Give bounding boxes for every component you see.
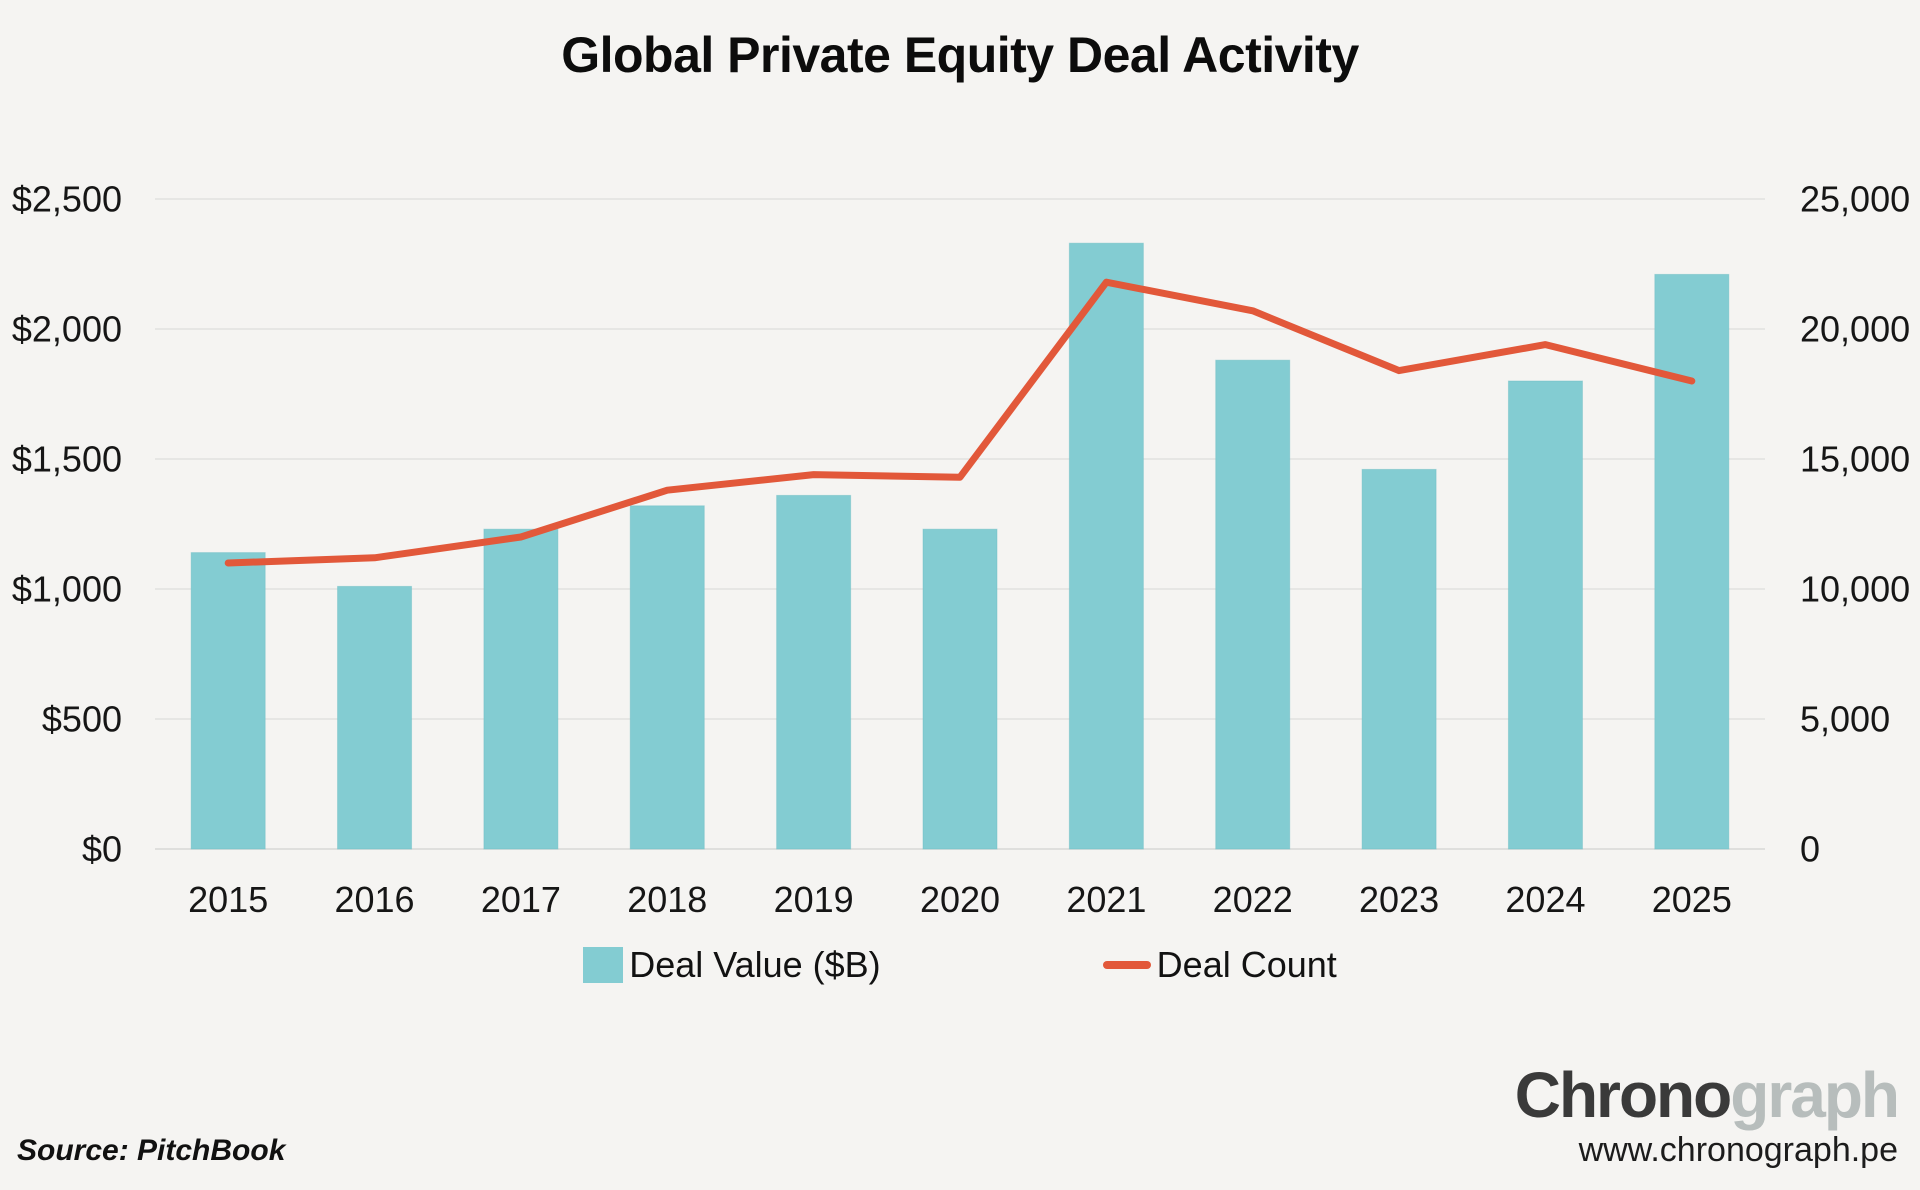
left-axis-tick: $2,000	[12, 309, 122, 350]
year-label-2021: 2021	[1066, 879, 1146, 920]
right-axis-tick: 0	[1800, 829, 1820, 870]
bar-2021	[1068, 242, 1144, 850]
source-note: Source: PitchBook	[17, 1134, 286, 1167]
bar-2017	[483, 528, 559, 850]
deal-value-swatch-icon	[583, 947, 624, 983]
right-axis-tick: 25,000	[1800, 179, 1910, 220]
bar-2018	[629, 505, 705, 850]
left-axis-tick: $2,500	[12, 179, 122, 220]
year-label-2015: 2015	[188, 879, 268, 920]
year-label-2020: 2020	[920, 879, 1000, 920]
chart-legend: Deal Value ($B) Deal Count	[0, 944, 1920, 986]
bar-2020	[922, 528, 998, 850]
left-axis-tick: $500	[42, 699, 122, 740]
chronograph-wordmark: Chronograph	[1514, 1058, 1900, 1131]
logo-text-chrono: Chrono	[1514, 1058, 1732, 1131]
legend-item-deal-count: Deal Count	[1102, 944, 1337, 986]
bar-2015	[190, 552, 266, 850]
chronograph-logo: Chronograph www.chronograph.pe	[1514, 1058, 1900, 1170]
year-label-2016: 2016	[334, 879, 414, 920]
left-axis-tick: $0	[82, 829, 122, 870]
bar-2025	[1654, 273, 1730, 850]
bar-2022	[1215, 359, 1291, 850]
year-label-2019: 2019	[774, 879, 854, 920]
logo-url: www.chronograph.pe	[1578, 1131, 1898, 1169]
bar-2016	[337, 585, 413, 850]
bar-2019	[776, 494, 852, 850]
right-axis-tick: 15,000	[1800, 439, 1910, 480]
deal-count-legend-label: Deal Count	[1156, 944, 1337, 985]
year-label-2023: 2023	[1359, 879, 1439, 920]
right-axis-tick: 20,000	[1800, 309, 1910, 350]
deal-count-line-icon	[1102, 961, 1151, 969]
deal-count-line	[224, 278, 1696, 567]
bar-2024	[1507, 380, 1583, 850]
year-label-2018: 2018	[627, 879, 707, 920]
right-axis-tick: 10,000	[1800, 569, 1910, 610]
bar-2023	[1361, 468, 1437, 850]
year-label-2025: 2025	[1652, 879, 1732, 920]
year-label-2024: 2024	[1505, 879, 1585, 920]
right-axis-tick: 5,000	[1800, 699, 1890, 740]
logo-text-graph: graph	[1730, 1058, 1900, 1131]
chart-title: Global Private Equity Deal Activity	[561, 27, 1359, 83]
left-axis-tick: $1,000	[12, 569, 122, 610]
left-axis-tick: $1,500	[12, 439, 122, 480]
legend-item-deal-value: Deal Value ($B)	[583, 944, 881, 986]
deal-value-legend-label: Deal Value ($B)	[629, 944, 881, 985]
year-label-2022: 2022	[1213, 879, 1293, 920]
year-label-2017: 2017	[481, 879, 561, 920]
